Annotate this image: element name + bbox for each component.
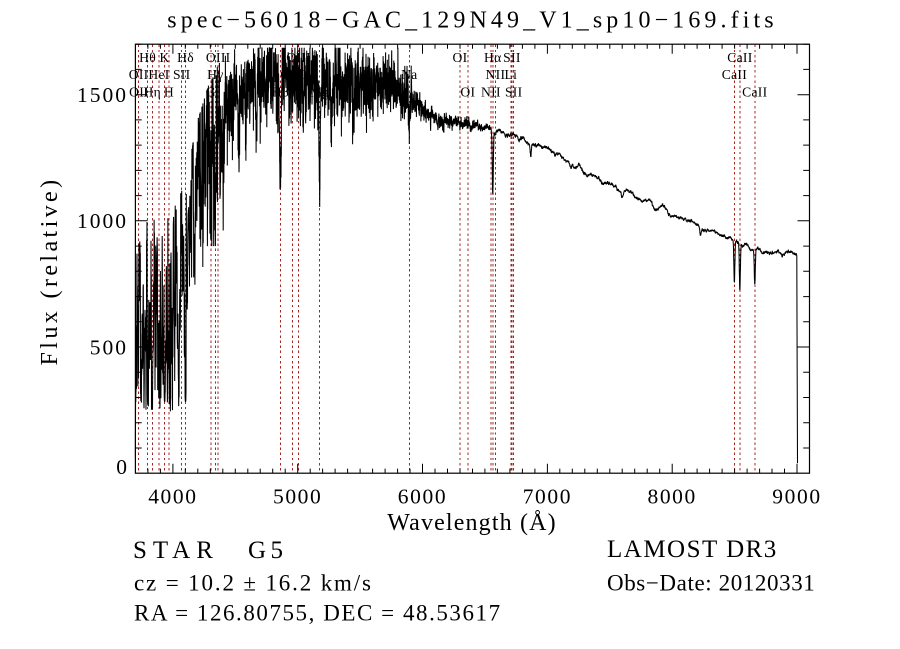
svg-text:OIII: OIII: [280, 67, 305, 82]
svg-text:OII: OII: [129, 67, 149, 82]
svg-text:Hδ: Hδ: [177, 50, 194, 65]
svg-text:OI: OI: [460, 84, 475, 99]
svg-text:6000: 6000: [398, 485, 447, 509]
svg-text:NII: NII: [481, 84, 501, 99]
svg-text:SII: SII: [505, 84, 523, 99]
svg-text:Hα: Hα: [484, 50, 502, 65]
svg-text:NII: NII: [486, 67, 506, 82]
svg-text:1000: 1000: [77, 209, 128, 233]
svg-text:9000: 9000: [772, 485, 821, 509]
svg-text:cz = 10.2 ± 16.2 km/s: cz = 10.2 ± 16.2 km/s: [134, 571, 373, 596]
svg-text:Hη: Hη: [144, 84, 162, 99]
svg-text:OIII: OIII: [286, 50, 311, 65]
svg-text:SII: SII: [503, 50, 521, 65]
svg-text:Mg: Mg: [310, 84, 329, 99]
svg-text:G5: G5: [248, 537, 288, 564]
svg-text:500: 500: [90, 335, 128, 359]
svg-text:Flux (relative): Flux (relative): [37, 177, 63, 366]
svg-text:0: 0: [116, 455, 127, 479]
svg-text:CaII: CaII: [722, 67, 748, 82]
svg-text:HeI: HeI: [148, 67, 169, 82]
svg-text:OIII: OIII: [206, 50, 231, 65]
svg-text:CaII: CaII: [742, 84, 768, 99]
svg-text:4000: 4000: [148, 485, 197, 509]
svg-text:5000: 5000: [273, 485, 322, 509]
svg-text:1500: 1500: [77, 83, 128, 107]
svg-text:CaII: CaII: [727, 50, 753, 65]
svg-text:Hγ: Hγ: [207, 67, 223, 82]
svg-text:7000: 7000: [523, 485, 572, 509]
svg-text:OII: OII: [129, 84, 149, 99]
svg-text:SII: SII: [173, 67, 191, 82]
svg-text:spec−56018−GAC_129N49_V1_sp10−: spec−56018−GAC_129N49_V1_sp10−169.fits: [167, 8, 777, 34]
svg-text:8000: 8000: [647, 485, 696, 509]
svg-text:Wavelength (Å): Wavelength (Å): [387, 510, 556, 536]
svg-text:Hβ: Hβ: [272, 84, 289, 99]
svg-text:RA = 126.80755, DEC = 48.5361: RA = 126.80755, DEC = 48.53617: [134, 601, 502, 626]
svg-text:G: G: [206, 84, 216, 99]
svg-text:STAR: STAR: [133, 537, 219, 564]
svg-text:OI: OI: [453, 50, 468, 65]
svg-text:Obs−Date: 20120331: Obs−Date: 20120331: [607, 571, 815, 596]
svg-text:Na: Na: [401, 67, 417, 82]
svg-text:H: H: [164, 84, 174, 99]
svg-text:Hθ: Hθ: [139, 50, 156, 65]
svg-text:LAMOST DR3: LAMOST DR3: [607, 536, 778, 563]
svg-text:Li: Li: [505, 67, 518, 82]
svg-text:K: K: [160, 50, 170, 65]
